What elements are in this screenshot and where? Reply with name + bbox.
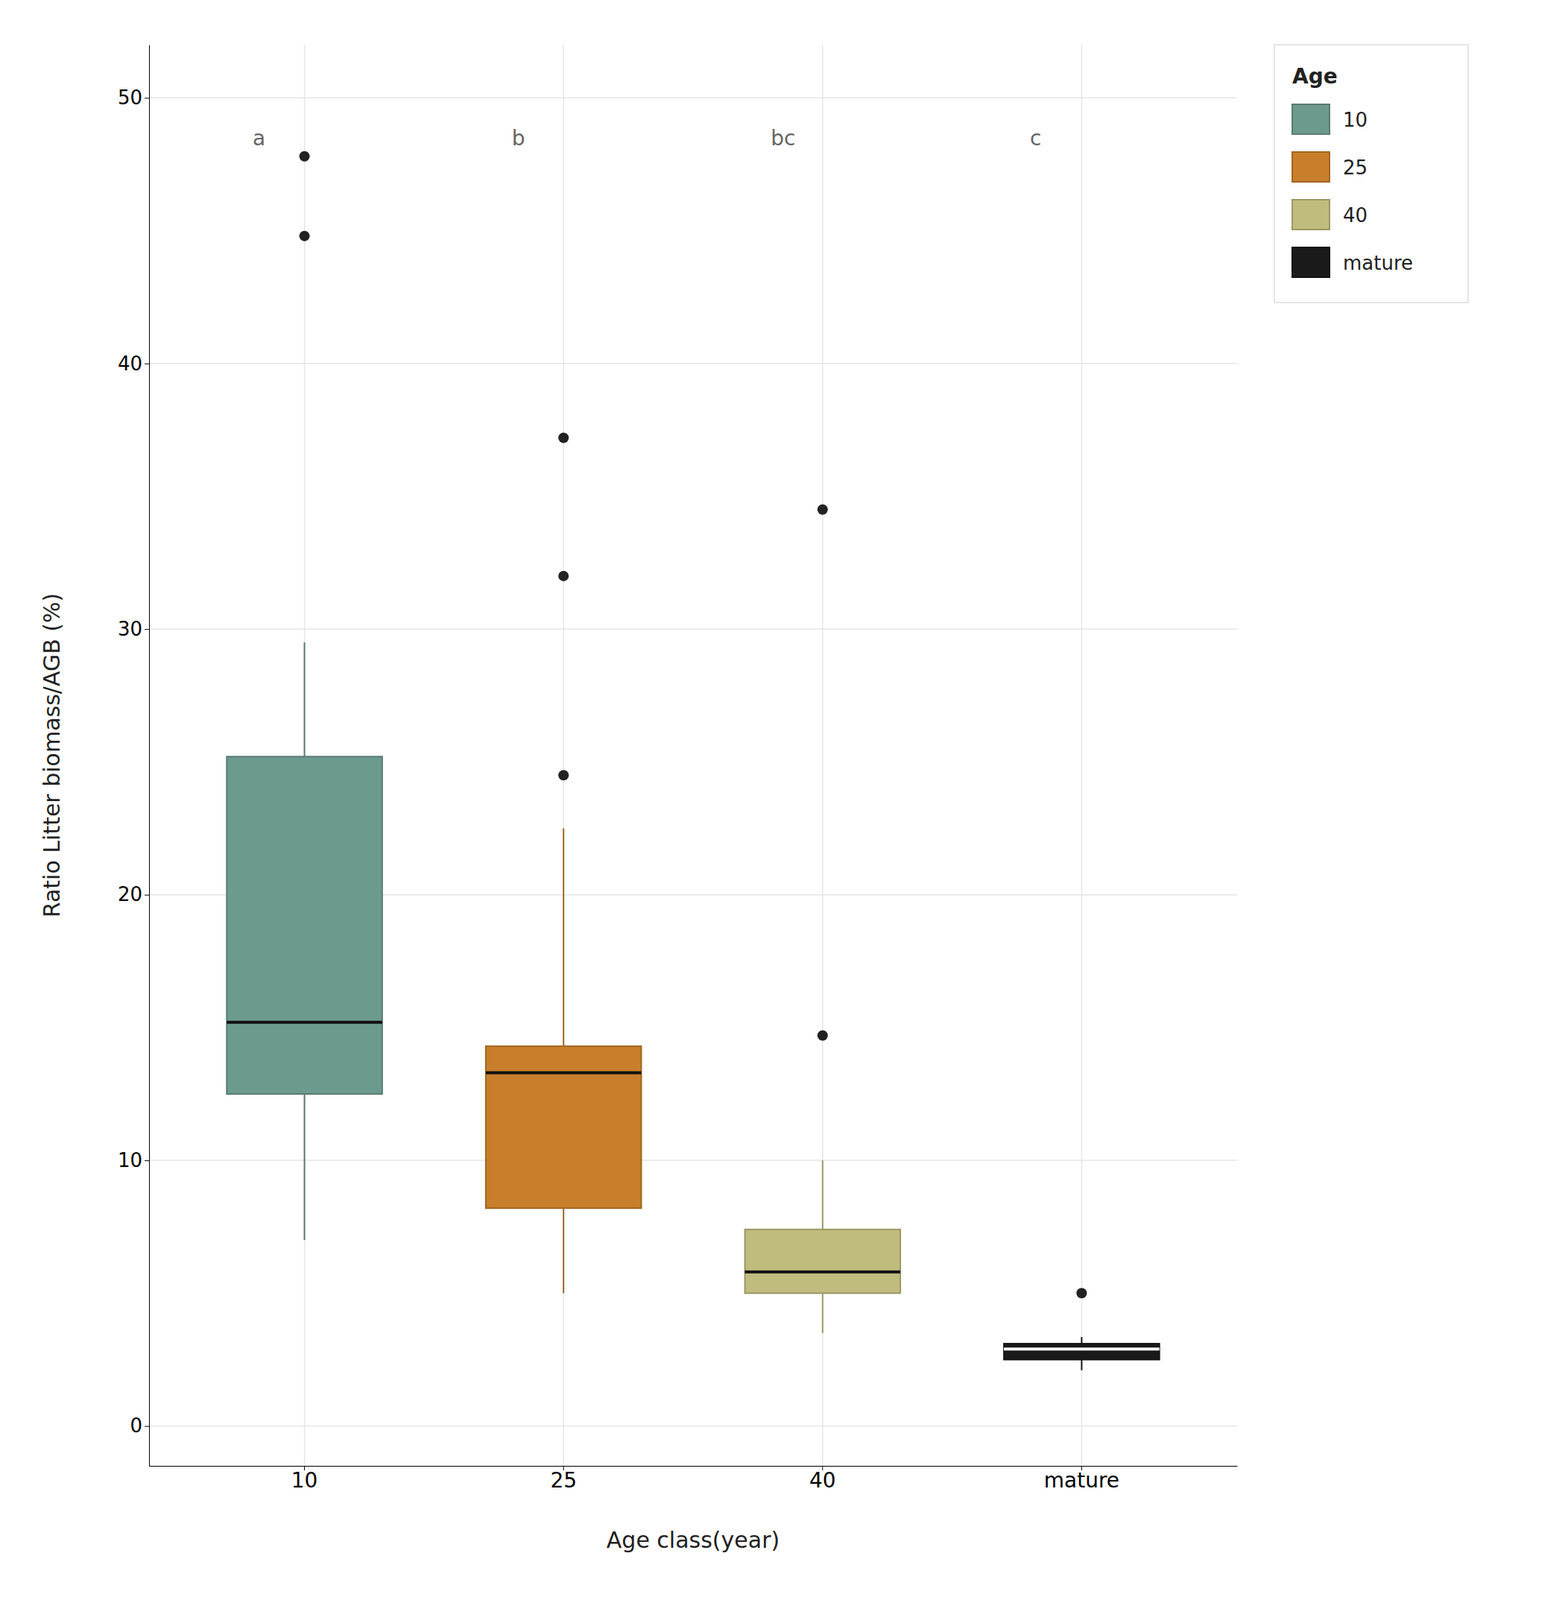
x-tick: 40 bbox=[809, 1465, 837, 1493]
tick-mark bbox=[144, 1160, 150, 1162]
y-tick: 30 bbox=[117, 617, 150, 641]
tick-mark bbox=[144, 97, 150, 99]
legend-label: 40 bbox=[1342, 204, 1368, 227]
outlier bbox=[817, 1030, 828, 1042]
outlier bbox=[558, 432, 569, 444]
x-tick: mature bbox=[1044, 1465, 1120, 1493]
tick-label: 10 bbox=[117, 1149, 143, 1172]
median bbox=[485, 1070, 642, 1074]
tick-label: 25 bbox=[549, 1468, 577, 1493]
tick-label: 10 bbox=[291, 1468, 319, 1493]
tick-mark bbox=[144, 628, 150, 630]
legend-swatch bbox=[1292, 199, 1330, 230]
x-tick: 10 bbox=[291, 1465, 319, 1493]
y-tick: 50 bbox=[117, 86, 150, 109]
grid-line-x bbox=[1081, 44, 1083, 1466]
grid-line-y bbox=[149, 1425, 1238, 1428]
x-tick: 25 bbox=[549, 1465, 577, 1493]
y-tick: 10 bbox=[117, 1149, 150, 1172]
tick-label: 20 bbox=[117, 883, 143, 906]
stat-label: c bbox=[1029, 125, 1042, 151]
tick-label: 40 bbox=[117, 352, 143, 375]
whisker-high bbox=[1080, 1336, 1083, 1344]
grid-line-y bbox=[149, 1159, 1238, 1162]
outlier bbox=[299, 151, 311, 162]
whisker-high bbox=[304, 642, 306, 757]
axis-line bbox=[149, 1465, 1238, 1467]
outlier bbox=[558, 570, 569, 582]
grid-line-y bbox=[149, 97, 1238, 100]
median bbox=[226, 1020, 383, 1024]
tick-mark bbox=[144, 1426, 150, 1428]
box bbox=[226, 756, 383, 1095]
whisker-low bbox=[1080, 1359, 1083, 1370]
grid-line-y bbox=[149, 628, 1238, 630]
stat-label: a bbox=[252, 125, 266, 151]
tick-label: 30 bbox=[117, 617, 143, 641]
legend-swatch bbox=[1292, 247, 1330, 278]
legend-title: Age bbox=[1292, 64, 1338, 89]
whisker-low bbox=[562, 1208, 565, 1293]
box-group bbox=[1003, 1287, 1160, 1370]
annotations: a b bc c bbox=[252, 125, 1042, 151]
legend-label: 10 bbox=[1342, 108, 1368, 132]
marks bbox=[226, 151, 1159, 1371]
stat-label: bc bbox=[770, 125, 796, 151]
grid-line-y bbox=[149, 362, 1238, 365]
median bbox=[745, 1270, 901, 1274]
whisker-low bbox=[821, 1292, 824, 1333]
axis-line bbox=[149, 45, 150, 1467]
legend-label: 25 bbox=[1342, 156, 1368, 179]
x-axis-title: Age class(year) bbox=[606, 1526, 780, 1554]
stat-label: b bbox=[511, 125, 526, 151]
plot: a b bc c 0 10 20 30 40 50 10 25 40 mature Age class(ye… bbox=[38, 44, 1238, 1554]
median bbox=[1003, 1347, 1160, 1351]
whisker-high bbox=[562, 828, 565, 1047]
whisker-high bbox=[821, 1160, 824, 1230]
outlier bbox=[817, 504, 828, 515]
legend: Age10 25 40 mature bbox=[1274, 44, 1469, 303]
box bbox=[485, 1046, 642, 1209]
legend-frame bbox=[1274, 44, 1469, 303]
legend-swatch bbox=[1292, 104, 1330, 135]
box-group bbox=[485, 432, 642, 1294]
y-tick: 20 bbox=[117, 883, 150, 906]
legend-label: mature bbox=[1342, 251, 1413, 275]
grid bbox=[149, 44, 1238, 1466]
box-group bbox=[226, 151, 383, 1241]
y-tick: 0 bbox=[129, 1414, 150, 1437]
box bbox=[1003, 1343, 1160, 1360]
tick-label: 40 bbox=[809, 1468, 837, 1493]
y-axis-title: Ratio Litter biomass/AGB (%) bbox=[38, 593, 65, 918]
whisker-low bbox=[304, 1094, 306, 1241]
tick-label: 50 bbox=[117, 86, 143, 109]
tick-label: mature bbox=[1044, 1468, 1120, 1493]
grid-line-x bbox=[562, 44, 565, 1466]
legend-swatch bbox=[1292, 152, 1330, 182]
outlier bbox=[1076, 1287, 1087, 1299]
chart: a b bc c 0 10 20 30 40 50 10 25 40 mature Age class(ye… bbox=[0, 0, 1565, 1600]
box bbox=[745, 1229, 901, 1294]
y-tick: 40 bbox=[117, 352, 150, 375]
outlier bbox=[558, 769, 569, 781]
tick-mark bbox=[144, 363, 150, 365]
tick-mark bbox=[144, 895, 150, 896]
y-axis: 0 10 20 30 40 50 bbox=[117, 45, 150, 1467]
x-axis: 10 25 40 mature bbox=[149, 1465, 1238, 1493]
box-group bbox=[745, 504, 901, 1334]
tick-label: 0 bbox=[129, 1414, 143, 1437]
grid-line-x bbox=[304, 44, 306, 1466]
outlier bbox=[299, 231, 311, 242]
